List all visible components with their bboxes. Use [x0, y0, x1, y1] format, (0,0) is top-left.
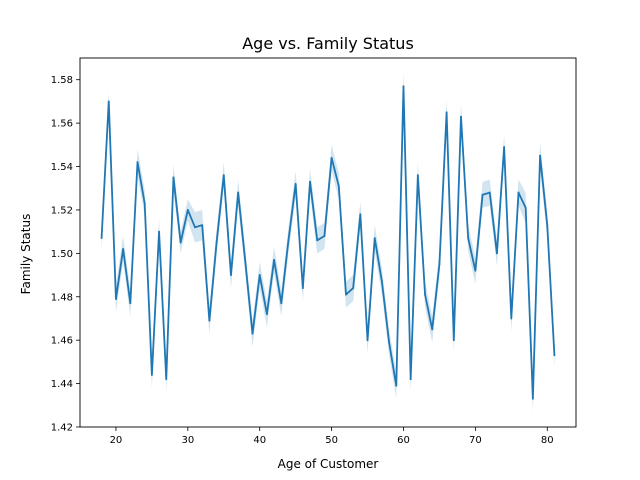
y-tick-label: 1.48: [51, 292, 73, 303]
data-point: [251, 332, 254, 335]
y-tick-label: 1.56: [51, 119, 73, 130]
y-tick-label: 1.58: [51, 75, 73, 86]
y-tick-label: 1.54: [51, 162, 73, 173]
data-point: [129, 302, 132, 305]
data-point: [222, 174, 225, 177]
data-point: [323, 235, 326, 237]
y-tick-label: 1.52: [51, 205, 73, 216]
data-point: [122, 248, 125, 250]
data-point: [524, 206, 527, 209]
y-tick-label: 1.50: [51, 249, 73, 260]
data-point: [546, 224, 549, 227]
data-point: [352, 287, 355, 289]
data-point: [136, 161, 139, 164]
data-point: [316, 239, 319, 242]
data-point: [409, 378, 412, 381]
data-point: [301, 287, 304, 289]
y-tick-label: 1.44: [51, 379, 73, 390]
plot-frame: [79, 57, 577, 428]
data-point: [244, 261, 247, 263]
data-point: [496, 252, 498, 255]
data-point: [201, 224, 204, 227]
data-point: [345, 293, 347, 296]
x-tick-label: 20: [110, 435, 123, 446]
data-point: [330, 156, 333, 159]
data-point: [424, 293, 426, 296]
x-tick-label: 70: [469, 435, 482, 446]
data-point: [337, 185, 340, 187]
data-point: [460, 115, 462, 118]
data-point: [416, 174, 419, 177]
data-point: [165, 378, 168, 381]
data-point: [158, 230, 160, 233]
data-point: [309, 180, 311, 183]
data-point: [510, 317, 513, 320]
plot-area: 20 30 40 50 60 70 80 1.42 1.44 1.46 1.48 1.50 1.52 1.…: [51, 57, 577, 446]
data-point: [517, 191, 520, 194]
data-point: [395, 384, 398, 387]
x-tick-label: 40: [253, 435, 266, 446]
data-point: [273, 258, 275, 261]
data-point: [266, 313, 268, 316]
data-point: [194, 226, 196, 229]
data-point: [488, 191, 491, 194]
data-point: [438, 263, 441, 266]
data-point: [115, 298, 117, 300]
data-point: [208, 319, 211, 322]
x-axis-title: Age of Customer: [278, 457, 379, 471]
y-tick-label: 1.46: [51, 336, 73, 347]
x-tick-label: 60: [397, 435, 410, 446]
data-point: [452, 339, 455, 342]
data-point: [258, 274, 261, 276]
x-tick-label: 30: [181, 435, 194, 446]
data-point: [381, 280, 383, 283]
data-point: [107, 100, 110, 103]
data-point: [186, 209, 189, 211]
data-point: [553, 354, 556, 357]
data-point: [531, 397, 534, 400]
data-point: [366, 339, 369, 342]
data-point: [388, 341, 390, 344]
data-point: [467, 237, 470, 240]
y-axis-title: Family Status: [19, 214, 33, 295]
data-point: [280, 302, 283, 305]
y-tick-label: 1.42: [51, 423, 73, 434]
data-point: [237, 191, 240, 194]
data-point: [373, 237, 376, 240]
data-point: [445, 111, 448, 114]
data-point: [287, 239, 290, 242]
data-point: [539, 154, 541, 157]
data-point: [143, 202, 146, 205]
chart-title: Age vs. Family Status: [242, 34, 414, 53]
data-point: [230, 274, 232, 276]
x-tick-label: 80: [541, 435, 554, 446]
data-point: [503, 146, 506, 148]
data-point: [172, 176, 175, 179]
data-point: [402, 85, 405, 88]
data-point: [359, 213, 362, 216]
data-point: [100, 237, 103, 240]
data-point: [150, 374, 153, 376]
data-point: [474, 269, 477, 272]
data-point: [179, 241, 182, 244]
x-tick-label: 50: [325, 435, 338, 446]
data-point: [215, 241, 218, 244]
data-point: [431, 328, 434, 331]
data-point: [294, 182, 297, 185]
series-line: [100, 85, 556, 400]
data-point: [481, 193, 484, 196]
